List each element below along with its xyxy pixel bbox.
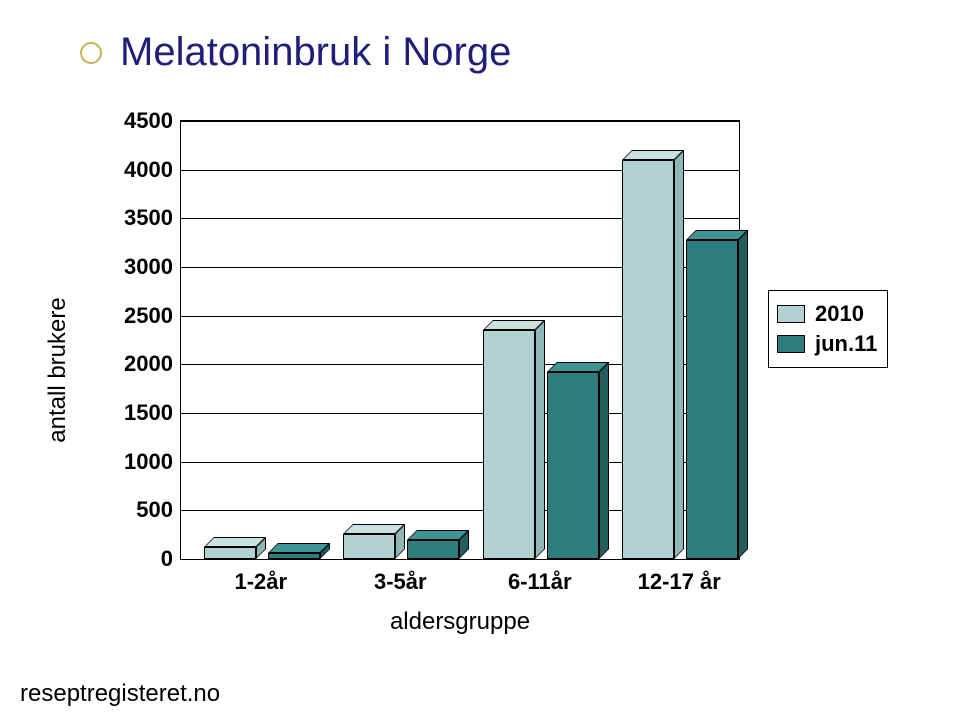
legend-swatch [777,335,805,353]
legend-item: 2010 [777,301,877,327]
bar [204,547,256,559]
x-axis-label: aldersgruppe [180,608,740,636]
legend-item: jun.11 [777,331,877,357]
bar [547,372,599,559]
legend: 2010 jun.11 [768,290,888,368]
bar [483,330,535,559]
bar-group [196,121,326,559]
bar [268,553,320,559]
y-tick-label: 3000 [124,254,173,280]
y-tick-label: 1500 [124,400,173,426]
x-tick-label: 6-11år [508,569,572,595]
bar [686,240,738,559]
y-tick-label: 500 [136,497,173,523]
title-row: Melatoninbruk i Norge [80,30,511,75]
y-tick-label: 1000 [124,449,173,475]
chart: antall brukere 0500100015002000250030003… [58,120,838,660]
y-tick-label: 2000 [124,351,173,377]
bar [343,534,395,559]
y-tick-label: 4500 [124,108,173,134]
footer-source: reseptregisteret.no [20,680,220,708]
legend-swatch [777,305,805,323]
y-tick-label: 2500 [124,303,173,329]
page-title: Melatoninbruk i Norge [120,30,511,75]
legend-label: jun.11 [815,331,877,357]
x-tick-label: 3-5år [374,569,427,595]
x-tick-label: 12-17 år [638,569,721,595]
y-tick-label: 4000 [124,157,173,183]
bullet-icon [80,42,102,64]
x-tick-label: 1-2år [234,569,287,595]
legend-label: 2010 [815,301,864,327]
bar-group [335,121,465,559]
y-tick-label: 0 [161,546,173,572]
bar-group [475,121,605,559]
bar [407,540,459,559]
y-tick-label: 3500 [124,205,173,231]
bar [622,160,674,559]
bar-group [614,121,744,559]
plot-area: 0500100015002000250030003500400045001-2å… [180,120,740,560]
y-axis-label: antall brukere [44,297,72,442]
